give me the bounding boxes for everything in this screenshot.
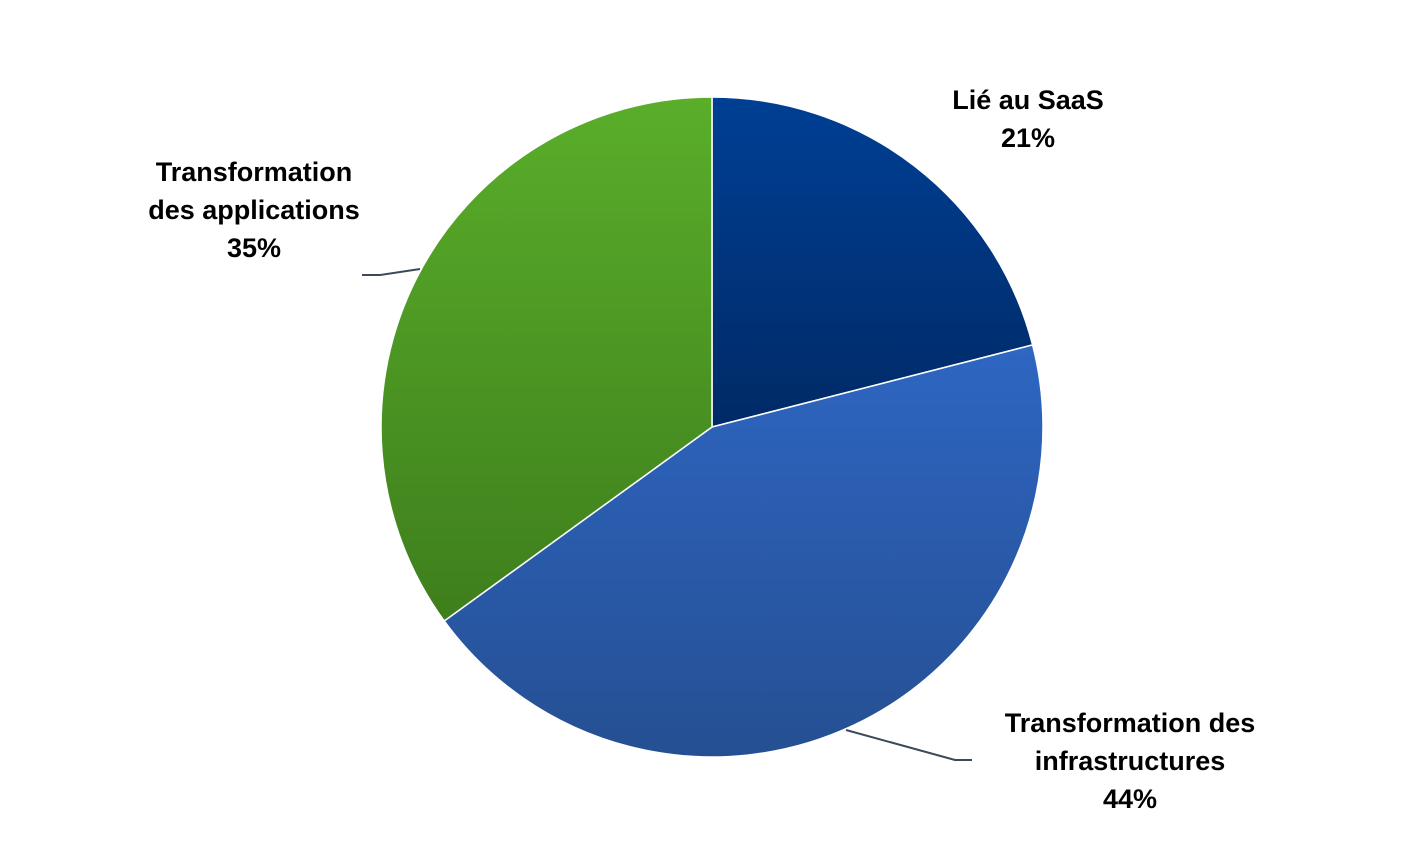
slice-name-line-3: des applications <box>148 195 360 225</box>
leader-line-2 <box>845 729 972 761</box>
slice-labels: Lié au SaaS 21% Transformation des infrastr… <box>148 85 1255 814</box>
slice-name-line-1: Lié au SaaS <box>952 85 1104 115</box>
slice-name-line-2: infrastructures <box>1035 746 1226 776</box>
pie-slice-3 <box>380 96 713 623</box>
leader-lines <box>362 268 972 761</box>
slice-label-2: Transformation des infrastructures 44% <box>1005 708 1256 814</box>
leader-line-3 <box>362 268 421 276</box>
slice-label-3: Transformation des applications 35% <box>148 157 360 263</box>
slice-percent-1: 21% <box>1001 123 1055 153</box>
slices-layer <box>380 96 1044 758</box>
slice-label-1: Lié au SaaS 21% <box>952 85 1104 153</box>
pie-slice-2 <box>443 344 1044 758</box>
slice-percent-2: 44% <box>1103 784 1157 814</box>
slice-name-line-2: Transformation des <box>1005 708 1256 738</box>
slice-name-line-3: Transformation <box>156 157 353 187</box>
slice-percent-3: 35% <box>227 233 281 263</box>
pie-slice-1 <box>711 96 1034 428</box>
